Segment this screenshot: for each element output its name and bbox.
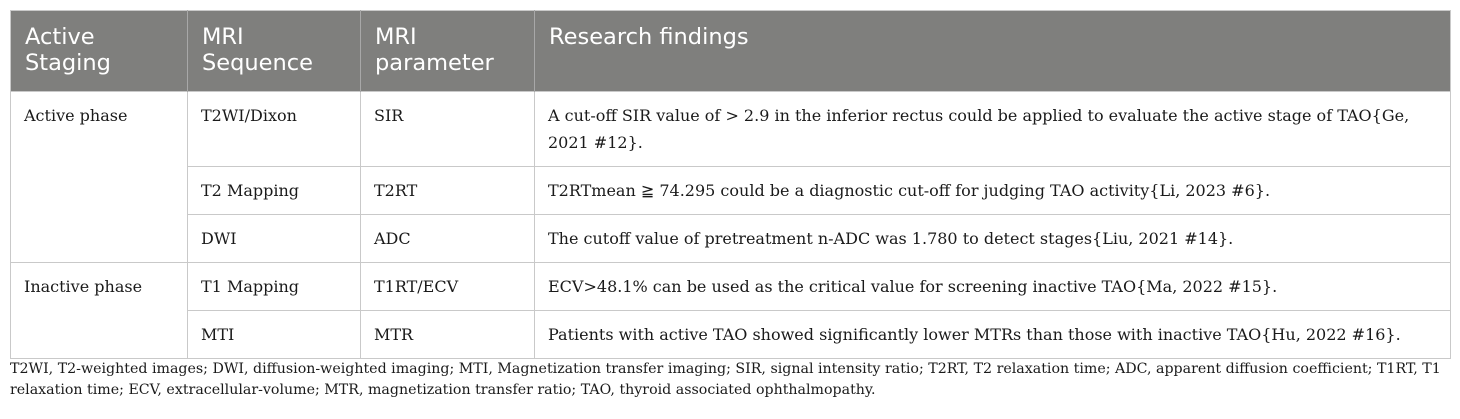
header-line: MRI — [202, 24, 244, 50]
sequence-cell: T2WI/Dixon — [187, 91, 361, 167]
table-row: Active phase T2WI/Dixon SIR A cut-off SI… — [10, 91, 1451, 263]
header-line: parameter — [375, 50, 494, 76]
sequence-cell: MTI — [187, 310, 361, 359]
sequence-cell: T1 Mapping — [187, 262, 361, 311]
parameter-cell: ADC — [360, 214, 535, 263]
mri-findings-table: Active Staging MRI Sequence MRI paramete… — [10, 10, 1451, 359]
stage-cell: Active phase — [10, 91, 188, 263]
sequence-cell: DWI — [187, 214, 361, 263]
header-line: Active — [25, 24, 95, 50]
header-active-staging: Active Staging — [10, 10, 188, 92]
header-line: Research findings — [549, 24, 749, 50]
header-mri-parameter: MRI parameter — [360, 10, 535, 92]
finding-cell: ECV>48.1% can be used as the critical va… — [534, 262, 1451, 311]
parameter-cell: T2RT — [360, 166, 535, 215]
stage-cell: Inactive phase — [10, 262, 188, 359]
header-row: Active Staging MRI Sequence MRI paramete… — [10, 10, 1451, 92]
finding-cell: The cutoff value of pretreatment n-ADC w… — [534, 214, 1451, 263]
table-row: MTI MTR Patients with active TAO showed … — [11, 310, 1451, 359]
table-row: Inactive phase T1 Mapping T1RT/ECV ECV>4… — [10, 262, 1451, 359]
finding-cell: T2RTmean ≧ 74.295 could be a diagnostic … — [534, 166, 1451, 215]
header-line: Sequence — [202, 50, 313, 76]
parameter-cell: MTR — [360, 310, 535, 359]
sequence-cell: T2 Mapping — [187, 166, 361, 215]
table-container: Active Staging MRI Sequence MRI paramete… — [10, 10, 1451, 359]
parameter-cell: T1RT/ECV — [360, 262, 535, 311]
table-footnote: T2WI, T2-weighted images; DWI, diffusion… — [10, 361, 1441, 398]
table-row: T2 Mapping T2RT T2RTmean ≧ 74.295 could … — [11, 166, 1451, 215]
header-research-findings: Research findings — [534, 10, 1451, 92]
finding-cell: A cut-off SIR value of > 2.9 in the infe… — [534, 91, 1451, 167]
header-line: Staging — [25, 50, 111, 76]
header-mri-sequence: MRI Sequence — [187, 10, 361, 92]
finding-cell: Patients with active TAO showed signific… — [534, 310, 1451, 359]
header-line: MRI — [375, 24, 417, 50]
table-row: DWI ADC The cutoff value of pretreatment… — [11, 214, 1451, 263]
parameter-cell: SIR — [360, 91, 535, 167]
